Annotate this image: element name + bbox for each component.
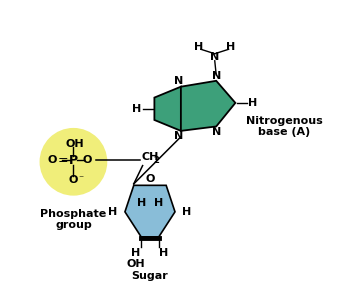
- Text: =: =: [57, 154, 68, 167]
- Polygon shape: [154, 87, 181, 131]
- Circle shape: [40, 128, 107, 196]
- Text: H: H: [137, 198, 146, 208]
- Polygon shape: [125, 185, 175, 237]
- Text: H: H: [248, 98, 257, 108]
- Text: N: N: [174, 76, 183, 86]
- Text: O: O: [48, 155, 57, 165]
- Text: P: P: [69, 154, 78, 167]
- Text: H: H: [131, 248, 140, 258]
- Text: H: H: [133, 104, 142, 114]
- Text: Phosphate
group: Phosphate group: [40, 209, 106, 230]
- Polygon shape: [181, 81, 235, 131]
- Text: N: N: [210, 52, 219, 62]
- Text: CH: CH: [142, 152, 159, 162]
- Text: H: H: [154, 198, 163, 208]
- Text: O: O: [69, 175, 78, 185]
- Text: OH: OH: [65, 139, 84, 148]
- Text: H: H: [226, 42, 236, 52]
- Text: H: H: [194, 42, 203, 52]
- Text: O: O: [83, 155, 92, 165]
- Text: O: O: [145, 174, 155, 184]
- Text: OH: OH: [127, 259, 145, 269]
- Text: N: N: [174, 131, 183, 141]
- Text: 2: 2: [154, 156, 159, 165]
- Text: H: H: [108, 207, 118, 217]
- Text: H: H: [182, 207, 191, 217]
- Text: N: N: [212, 70, 222, 80]
- Text: N: N: [212, 127, 222, 137]
- Text: Nitrogenous
base (A): Nitrogenous base (A): [246, 116, 322, 137]
- Text: Sugar: Sugar: [132, 271, 168, 281]
- Text: H: H: [160, 248, 169, 258]
- Text: ⁻: ⁻: [79, 174, 84, 184]
